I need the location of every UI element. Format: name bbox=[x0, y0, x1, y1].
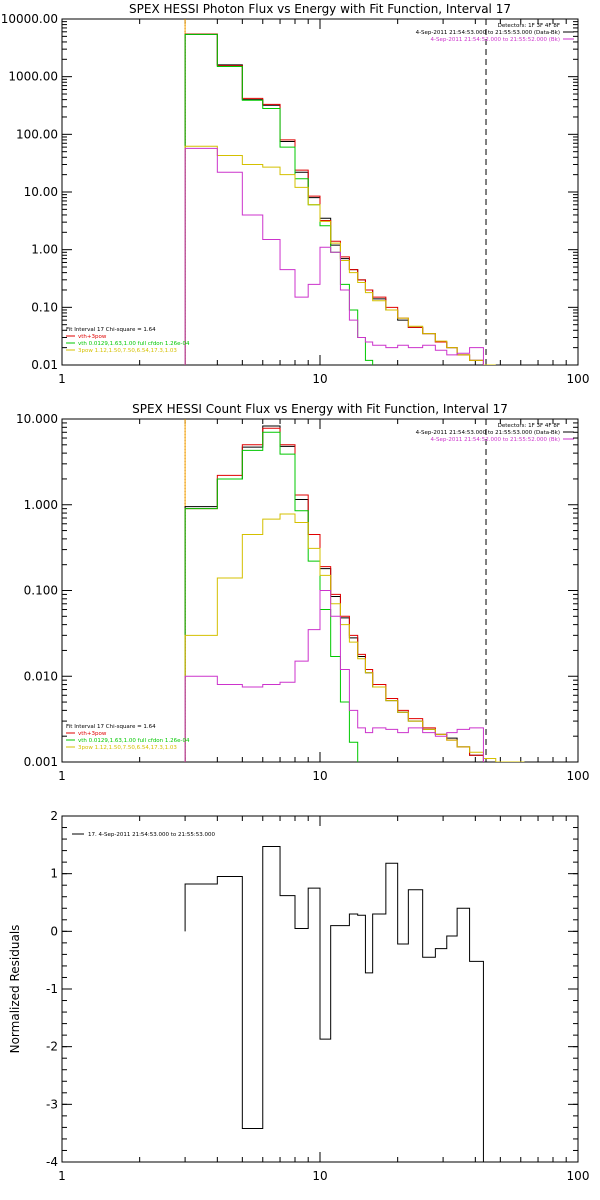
y-tick-label: 0 bbox=[50, 924, 58, 938]
series-line-2 bbox=[184, 427, 484, 762]
x-tick-label: 100 bbox=[567, 769, 590, 783]
series-line-1 bbox=[184, 846, 484, 1162]
series-line-1 bbox=[184, 425, 484, 762]
series-line-3 bbox=[184, 431, 359, 762]
legend-entry-4: 3pow 1.12,1.50,7.50,6.54,17.3,1.03 bbox=[78, 348, 177, 354]
y-tick-label: -4 bbox=[46, 1155, 58, 1169]
y-tick-label: 1000.00 bbox=[8, 70, 58, 84]
legend-entry-1: Fit Interval 17 Chi-square = 1.64 bbox=[66, 327, 156, 333]
y-tick-label: 1.000 bbox=[24, 498, 58, 512]
chart-panel-3: Normalized Residuals 1 10 100 -4 -3 -2 -1 0 1 2 17.… bbox=[8, 809, 589, 1183]
x-tick-label: 1 bbox=[58, 372, 66, 386]
legend-entry-2: vth+3pow bbox=[78, 731, 107, 737]
series-line-5 bbox=[184, 147, 484, 365]
x-tick-label: 100 bbox=[567, 372, 590, 386]
x-tick-label: 10 bbox=[312, 372, 327, 386]
x-tick-label: 100 bbox=[567, 1169, 590, 1183]
series-line-4 bbox=[184, 513, 525, 762]
y-tick-label: 1 bbox=[50, 867, 58, 881]
y-tick-label: 1.00 bbox=[31, 243, 58, 257]
data-series-group bbox=[184, 33, 496, 365]
chart-panel-1: SPEX HESSI Photon Flux vs Energy with Fi… bbox=[1, 2, 590, 386]
header-line-3: 4-Sep-2011 21:54:52.000 to 21:55:52.000 … bbox=[431, 437, 561, 443]
series-line-4 bbox=[184, 145, 496, 365]
y-axis-label: Normalized Residuals bbox=[8, 925, 22, 1054]
chart-panel-2: SPEX HESSI Count Flux vs Energy with Fit… bbox=[16, 402, 590, 783]
legend-entry-3: vth 0.0129,1.63,1.00 full cfdon 1.26e-04 bbox=[78, 341, 190, 347]
chart-title: SPEX HESSI Count Flux vs Energy with Fit… bbox=[132, 402, 508, 416]
series-line-3 bbox=[184, 33, 374, 365]
y-tick-label: 0.100 bbox=[24, 584, 58, 598]
x-tick-label: 10 bbox=[312, 1169, 327, 1183]
y-tick-label: 10.000 bbox=[16, 412, 58, 426]
header-line-2: 4-Sep-2011 21:54:53.000 to 21:55:53.000 … bbox=[416, 430, 560, 436]
x-tick-label: 1 bbox=[58, 1169, 66, 1183]
chart-title: SPEX HESSI Photon Flux vs Energy with Fi… bbox=[129, 2, 511, 16]
legend-entry-1: Fit Interval 17 Chi-square = 1.64 bbox=[66, 724, 156, 730]
data-series-group bbox=[184, 425, 525, 762]
y-tick-label: 10000.00 bbox=[1, 12, 58, 26]
y-tick-label: 10.00 bbox=[24, 185, 58, 199]
x-tick-label: 1 bbox=[58, 769, 66, 783]
y-tick-label: 0.01 bbox=[31, 358, 58, 372]
legend-entry-4: 3pow 1.12,1.50,7.50,6.54,17.3,1.03 bbox=[78, 745, 177, 751]
header-line-1: Detectors: 1F 3F 4F 8F bbox=[498, 23, 560, 29]
y-tick-label: 0.10 bbox=[31, 300, 58, 314]
plot-frame bbox=[61, 18, 579, 366]
header-line-3: 4-Sep-2011 21:54:52.000 to 21:55:52.000 … bbox=[431, 37, 561, 43]
y-tick-label: 2 bbox=[50, 809, 58, 823]
legend-entry-1: 17. 4-Sep-2011 21:54:53.000 to 21:55:53.… bbox=[88, 832, 215, 838]
x-tick-label: 10 bbox=[312, 769, 327, 783]
y-tick-label: 100.00 bbox=[16, 127, 58, 141]
y-tick-label: -2 bbox=[46, 1040, 58, 1054]
series-line-1 bbox=[184, 33, 484, 365]
y-tick-label: -1 bbox=[46, 982, 58, 996]
legend-entry-2: vth+3pow bbox=[78, 334, 107, 340]
header-line-1: Detectors: 1F 3F 4F 8F bbox=[498, 423, 560, 429]
legend-entry-3: vth 0.0129,1.63,1.00 full cfdon 1.26e-04 bbox=[78, 738, 190, 744]
data-series-group bbox=[184, 846, 484, 1162]
y-tick-label: -3 bbox=[46, 1097, 58, 1111]
series-line-2 bbox=[184, 33, 484, 365]
series-line-5 bbox=[184, 590, 484, 762]
y-tick-label: 0.010 bbox=[24, 669, 58, 683]
header-line-2: 4-Sep-2011 21:54:53.000 to 21:55:53.000 … bbox=[416, 30, 560, 36]
y-tick-label: 0.001 bbox=[24, 755, 58, 769]
